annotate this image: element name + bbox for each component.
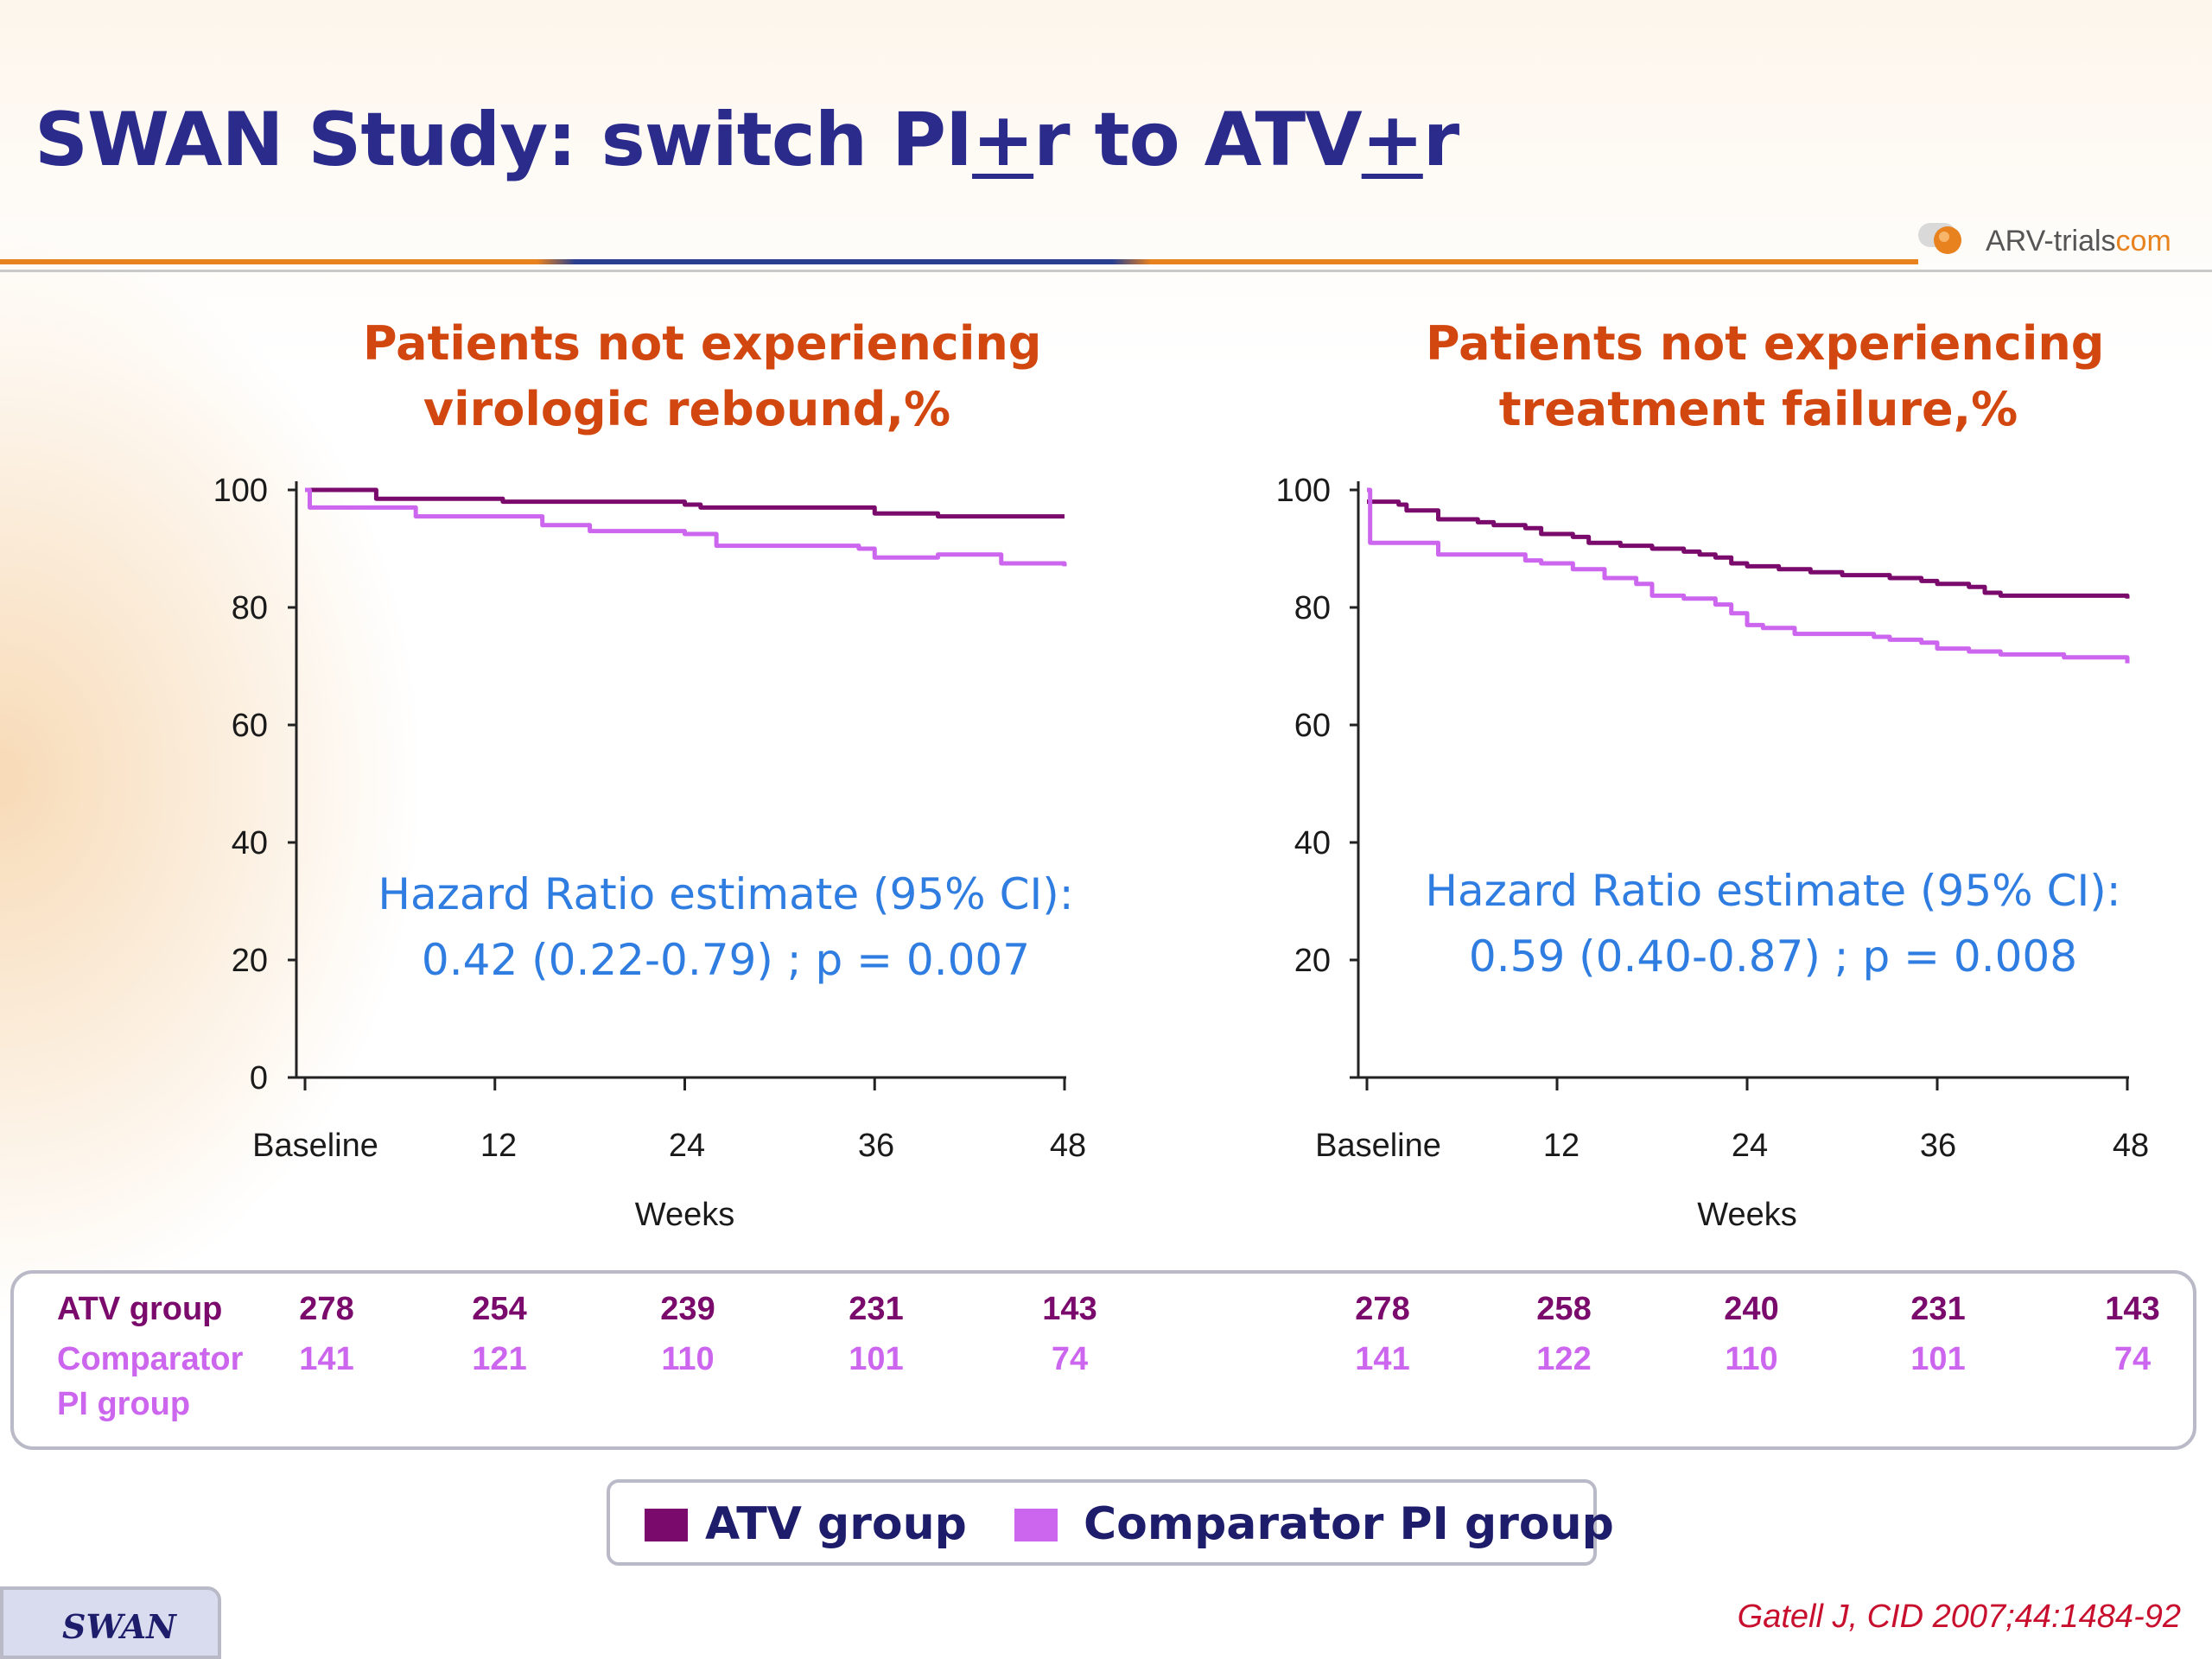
risk-cell-atv: 143 [2105, 1291, 2160, 1327]
x-axis-label: Weeks [635, 1197, 734, 1233]
x-tick-label: Baseline [252, 1128, 378, 1164]
x-axis-label: Weeks [1697, 1197, 1796, 1233]
risk-cell-atv: 278 [1355, 1291, 1410, 1327]
x-tick-label: 12 [1543, 1128, 1580, 1164]
risk-cell-atv: 254 [472, 1291, 527, 1327]
chart-title-left: Patients not experiencing virologic rebo… [363, 316, 1042, 436]
x-tick-label: 36 [858, 1128, 894, 1164]
y-tick-label: 60 [232, 708, 268, 744]
x-tick-label: 48 [1050, 1128, 1086, 1164]
chart-right: 20 40 60 80 100 Baseline 12 24 36 48 Weeks Hazard R… [1276, 473, 2150, 1233]
series-comparator [1367, 487, 2130, 664]
risk-label-comparator-2: PI group [57, 1386, 191, 1422]
chart-title-right: Patients not experiencing treatment fail… [1426, 316, 2105, 436]
hazard-ratio-line2: 0.59 (0.40-0.87) ; p = 0.008 [1469, 931, 2077, 982]
hazard-ratio-line1: Hazard Ratio estimate (95% CI): [1425, 866, 2120, 916]
risk-cell-comparator: 101 [849, 1341, 904, 1377]
risk-cell-comparator: 74 [2113, 1341, 2152, 1377]
risk-label-comparator: Comparator [57, 1341, 244, 1377]
risk-cell-comparator: 74 [1051, 1341, 1089, 1377]
legend: ATV group Comparator PI group [607, 1479, 1614, 1566]
legend-label-atv: ATV group [705, 1498, 967, 1550]
risk-label-atv: ATV group [57, 1291, 223, 1327]
hazard-ratio-line1: Hazard Ratio estimate (95% CI): [378, 869, 1073, 919]
risk-cell-comparator: 110 [1725, 1341, 1778, 1377]
risk-cell-atv: 231 [1910, 1291, 1966, 1327]
risk-cell-comparator: 101 [1910, 1341, 1966, 1377]
risk-cell-comparator: 110 [661, 1341, 715, 1377]
risk-cell-comparator: 141 [299, 1341, 354, 1377]
risk-cell-atv: 231 [849, 1291, 904, 1327]
series-atv [1367, 499, 2130, 599]
x-tick-label: 24 [669, 1128, 705, 1164]
chart-left: 0 20 40 60 80 100 Baseline 12 24 36 48 Weeks Hazard … [213, 473, 1087, 1233]
y-tick-label: 20 [232, 943, 268, 979]
risk-cell-comparator: 121 [472, 1341, 527, 1377]
y-tick-label: 80 [232, 590, 268, 626]
y-tick-label: 0 [250, 1060, 268, 1096]
x-tick-label: 12 [480, 1128, 517, 1164]
y-tick-label: 40 [232, 825, 268, 861]
risk-cell-comparator: 141 [1355, 1341, 1410, 1377]
risk-cell-atv: 278 [299, 1291, 354, 1327]
x-tick-label: Baseline [1315, 1128, 1441, 1164]
risk-table [10, 1270, 2196, 1450]
risk-cell-atv: 239 [660, 1291, 715, 1327]
page-title: SWAN Study: switch PI+r to ATV+r [35, 97, 1459, 183]
arv-trials-logo: ARV-trialscom [1916, 214, 2193, 275]
y-tick-label: 80 [1294, 590, 1331, 626]
header-rule [0, 259, 1918, 264]
x-tick-label: 48 [2113, 1128, 2149, 1164]
series-comparator [305, 487, 1067, 567]
y-tick-label: 100 [1276, 473, 1331, 509]
y-tick-label: 60 [1294, 708, 1331, 744]
risk-cell-atv: 143 [1042, 1291, 1097, 1327]
series-atv [305, 487, 1065, 519]
header-rule-gray [0, 270, 2212, 272]
study-tag: SWAN [0, 1586, 221, 1659]
pill-icon [1918, 223, 1961, 254]
risk-cell-atv: 240 [1724, 1291, 1779, 1327]
citation: Gatell J, CID 2007;44:1484-92 [1737, 1599, 2181, 1635]
legend-swatch-atv [645, 1509, 688, 1541]
x-tick-label: 24 [1732, 1128, 1768, 1164]
risk-cell-comparator: 122 [1536, 1341, 1592, 1377]
y-tick-label: 40 [1294, 825, 1331, 861]
legend-label-comparator: Comparator PI group [1084, 1498, 1614, 1550]
legend-swatch-comparator [1014, 1509, 1058, 1541]
hazard-ratio-line2: 0.42 (0.22-0.79) ; p = 0.007 [422, 935, 1030, 985]
risk-cell-atv: 258 [1536, 1291, 1592, 1327]
x-tick-label: 36 [1920, 1128, 1956, 1164]
y-tick-label: 20 [1294, 943, 1331, 979]
y-tick-label: 100 [213, 473, 268, 509]
